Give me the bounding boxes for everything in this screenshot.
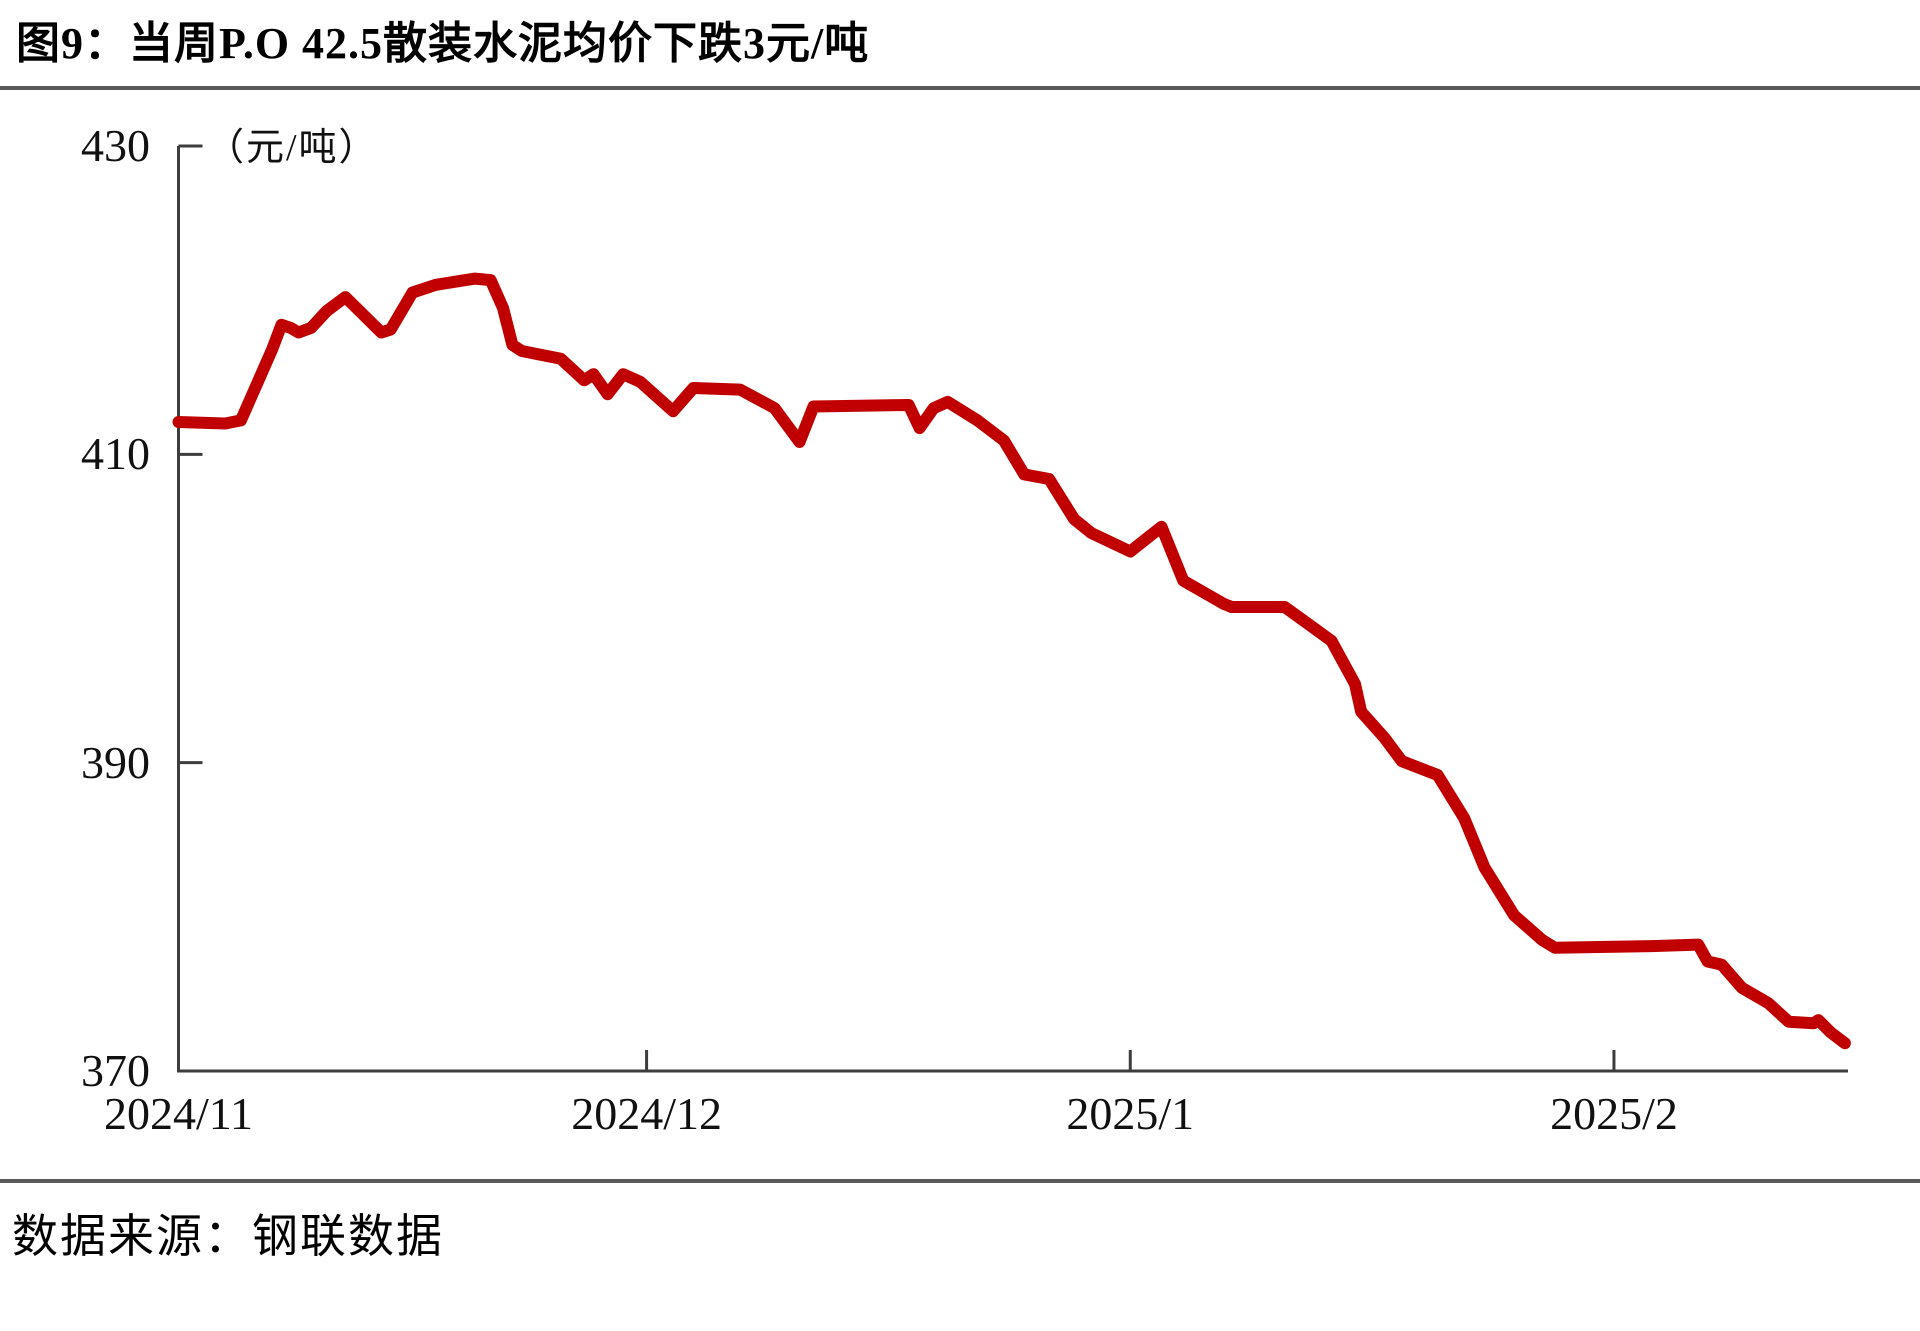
x-axis-tick-label: 2025/1 xyxy=(1066,1088,1195,1139)
title-divider xyxy=(0,86,1920,90)
price-series-line xyxy=(172,272,1851,1050)
y-axis-tick-label: 410 xyxy=(81,428,150,480)
x-axis-tick-label: 2024/11 xyxy=(103,1088,254,1139)
line-plot-canvas xyxy=(172,144,1851,1073)
y-axis-unit-label: （元/吨） xyxy=(206,127,379,169)
cement-price-line-chart: （元/吨） 430 410 390 370 2024/11 2024/12 20… xyxy=(0,90,1920,1179)
source-note: 数据来源：钢联数据 xyxy=(12,1211,444,1262)
y-axis-tick-label: 370 xyxy=(81,1045,150,1096)
x-axis-tick-label: 2025/2 xyxy=(1550,1088,1678,1139)
x-axis-tick-label: 2024/12 xyxy=(571,1088,722,1139)
footer-divider xyxy=(0,1179,1920,1183)
y-axis-tick-label: 390 xyxy=(81,736,150,788)
figure-header: 图9：当周P.O 42.5散装水泥均价下跌3元/吨 xyxy=(0,0,1920,86)
figure-title: 图9：当周P.O 42.5散装水泥均价下跌3元/吨 xyxy=(16,19,870,68)
y-axis-tick-label: 430 xyxy=(81,120,150,171)
figure-footer: 数据来源：钢联数据 xyxy=(0,1183,1920,1267)
